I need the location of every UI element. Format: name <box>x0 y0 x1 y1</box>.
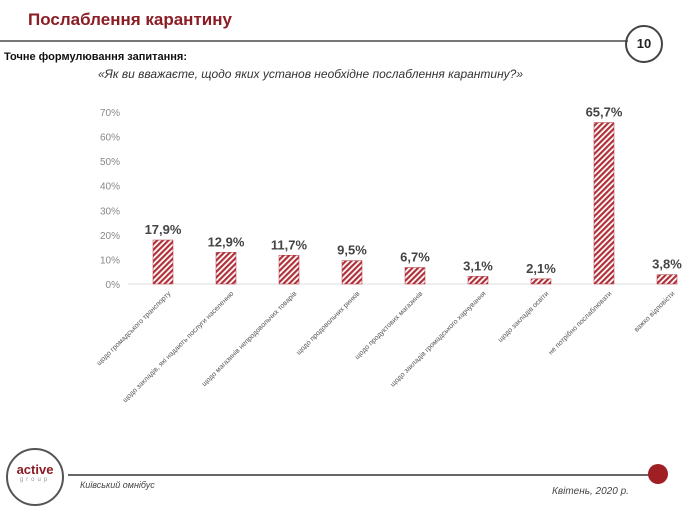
y-tick-label: 60% <box>100 133 120 144</box>
bar <box>215 252 237 285</box>
x-tick-label: щодо продовольчих ринків <box>295 290 362 357</box>
x-tick-label: не потрібно послаблювати <box>547 290 614 357</box>
page-title: Послаблення карантину <box>28 10 232 29</box>
y-tick-label: 40% <box>100 182 120 193</box>
y-tick-label: 50% <box>100 157 120 168</box>
bar <box>593 122 615 285</box>
question-text: «Як ви вважаєте, щодо яких установ необх… <box>98 67 524 81</box>
data-label: 6,7% <box>400 250 430 265</box>
y-tick-label: 70% <box>100 108 120 119</box>
x-tick-label: щодо закладів освіти <box>496 290 550 344</box>
data-label: 3,1% <box>463 258 493 273</box>
y-tick-label: 30% <box>100 206 120 217</box>
bar <box>656 274 678 285</box>
y-tick-label: 10% <box>100 255 120 266</box>
survey-name: Київський омнібус <box>80 480 155 490</box>
bar-chart: 0% 10% 20% 30% 40% 50% 60% 70% 17,9% щодо громадс… <box>96 105 683 405</box>
x-tick-label: щодо магазинів непродовольчих товарів <box>200 290 298 388</box>
data-label: 65,7% <box>586 105 623 120</box>
y-tick-label: 20% <box>100 231 120 242</box>
bar <box>278 255 300 285</box>
header-divider <box>0 40 628 42</box>
data-label: 3,8% <box>652 257 682 272</box>
footer-divider <box>68 474 656 476</box>
data-label: 2,1% <box>526 261 556 276</box>
bar <box>530 278 552 285</box>
bar <box>341 260 363 285</box>
x-tick-label: важко відповісти <box>632 290 676 334</box>
bar <box>152 239 174 285</box>
data-label: 11,7% <box>271 237 308 252</box>
x-tick-label: щодо закладів громадського харчування <box>389 290 488 389</box>
data-label: 9,5% <box>337 243 367 258</box>
data-label: 12,9% <box>208 234 245 249</box>
data-label: 17,9% <box>145 222 182 237</box>
bar <box>404 267 426 285</box>
subtitle: Точне формулювання запитання: <box>4 51 188 63</box>
logo: active group <box>6 448 64 506</box>
page-number: 10 <box>625 25 663 63</box>
x-tick-label: щодо продуктових магазинів <box>353 290 424 361</box>
x-tick-label: щодо громадського транспорту <box>96 290 173 367</box>
y-tick-label: 0% <box>106 280 121 291</box>
bar <box>467 276 489 285</box>
x-tick-label: щодо закладів, які надають послуги насел… <box>121 290 235 404</box>
survey-date: Квітень, 2020 р. <box>552 486 629 497</box>
footer-dot <box>648 464 668 484</box>
